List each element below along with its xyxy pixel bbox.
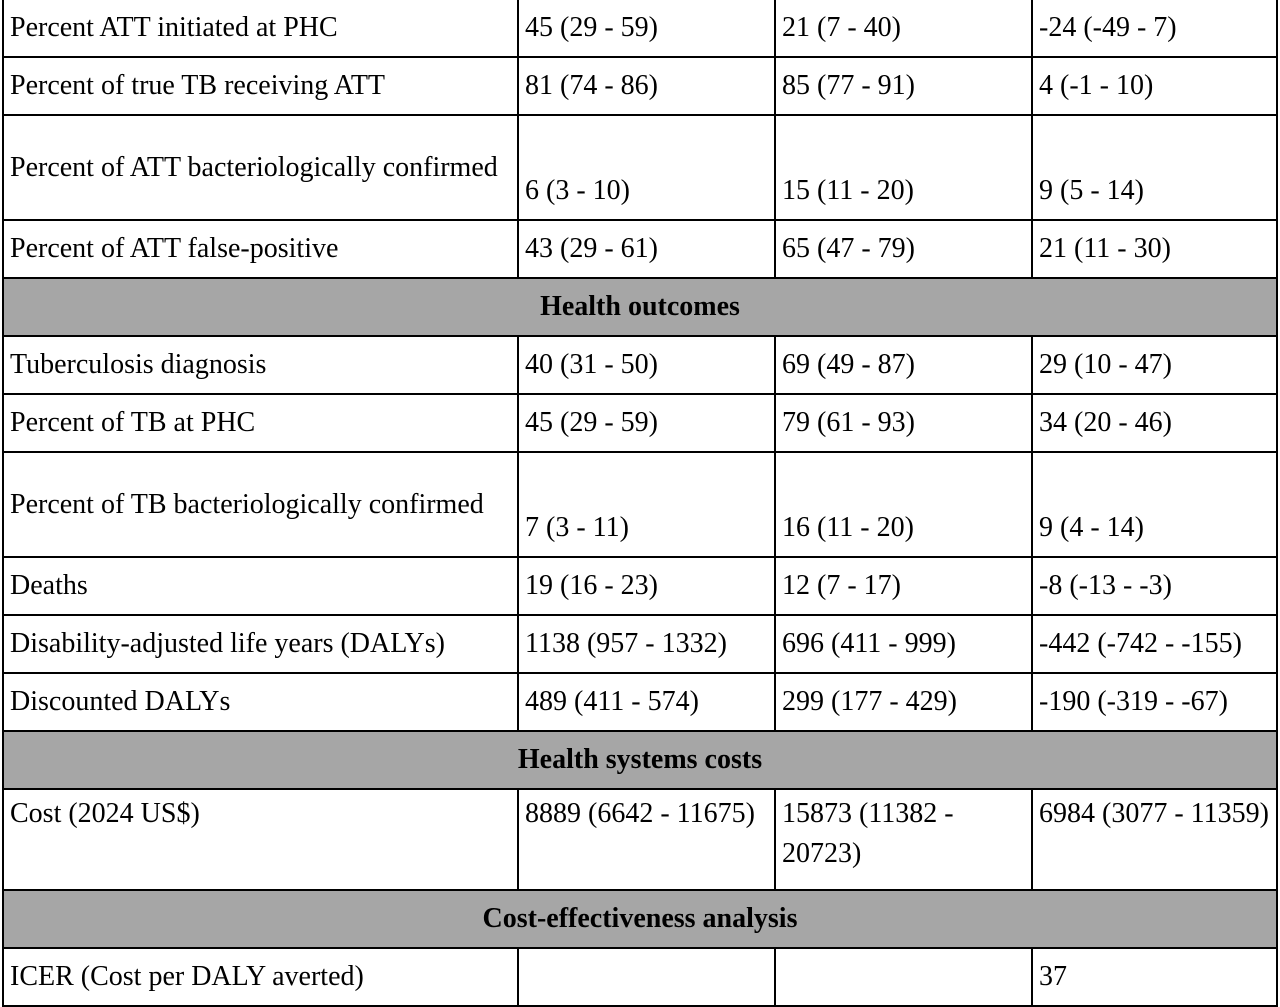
row-label: Discounted DALYs (2, 672, 519, 732)
value-cell: 43 (29 - 61) (517, 219, 776, 279)
value-cell: 8889 (6642 - 11675) (517, 788, 776, 891)
value-cell: -8 (-13 - -3) (1031, 556, 1278, 616)
value-cell: 6 (3 - 10) (517, 114, 776, 221)
value-cell: 21 (11 - 30) (1031, 219, 1278, 279)
row-label: Percent of TB bacteriologically confirme… (2, 451, 519, 558)
row-label: Percent ATT initiated at PHC (2, 0, 519, 58)
table-row: Percent of true TB receiving ATT 81 (74 … (2, 56, 1278, 116)
value-cell (517, 947, 776, 1007)
row-label: Percent of true TB receiving ATT (2, 56, 519, 116)
table-row: Deaths 19 (16 - 23) 12 (7 - 17) -8 (-13 … (2, 556, 1278, 616)
value-cell: -24 (-49 - 7) (1031, 0, 1278, 58)
value-cell (774, 947, 1033, 1007)
value-cell: 9 (5 - 14) (1031, 114, 1278, 221)
value-cell: 15873 (11382 - 20723) (774, 788, 1033, 891)
value-cell: 45 (29 - 59) (517, 393, 776, 453)
section-heading: Cost-effectiveness analysis (2, 889, 1278, 949)
table-row: Percent of ATT false-positive 43 (29 - 6… (2, 219, 1278, 279)
row-label: Percent of TB at PHC (2, 393, 519, 453)
value-cell: -442 (-742 - -155) (1031, 614, 1278, 674)
value-cell: 15 (11 - 20) (774, 114, 1033, 221)
value-cell: 16 (11 - 20) (774, 451, 1033, 558)
section-header-row: Health systems costs (2, 730, 1278, 790)
table-row: ICER (Cost per DALY averted) 37 (2, 947, 1278, 1007)
table-row: Tuberculosis diagnosis 40 (31 - 50) 69 (… (2, 335, 1278, 395)
value-cell: 19 (16 - 23) (517, 556, 776, 616)
value-cell: 29 (10 - 47) (1031, 335, 1278, 395)
table-row: Percent of TB bacteriologically confirme… (2, 451, 1278, 558)
value-cell: 9 (4 - 14) (1031, 451, 1278, 558)
table-row: Discounted DALYs 489 (411 - 574) 299 (17… (2, 672, 1278, 732)
value-cell: 45 (29 - 59) (517, 0, 776, 58)
value-cell: 7 (3 - 11) (517, 451, 776, 558)
section-heading: Health outcomes (2, 277, 1278, 337)
section-heading: Health systems costs (2, 730, 1278, 790)
value-cell: 299 (177 - 429) (774, 672, 1033, 732)
row-label: Cost (2024 US$) (2, 788, 519, 891)
value-cell: 489 (411 - 574) (517, 672, 776, 732)
value-cell: 21 (7 - 40) (774, 0, 1033, 58)
table-row: Disability-adjusted life years (DALYs) 1… (2, 614, 1278, 674)
section-header-row: Health outcomes (2, 277, 1278, 337)
row-label: Disability-adjusted life years (DALYs) (2, 614, 519, 674)
row-label: ICER (Cost per DALY averted) (2, 947, 519, 1007)
row-label: Deaths (2, 556, 519, 616)
value-cell: 65 (47 - 79) (774, 219, 1033, 279)
value-cell: 12 (7 - 17) (774, 556, 1033, 616)
value-cell: 40 (31 - 50) (517, 335, 776, 395)
value-cell: 37 (1031, 947, 1278, 1007)
value-cell: 69 (49 - 87) (774, 335, 1033, 395)
row-label: Tuberculosis diagnosis (2, 335, 519, 395)
row-label: Percent of ATT false-positive (2, 219, 519, 279)
row-label: Percent of ATT bacteriologically confirm… (2, 114, 519, 221)
value-cell: 6984 (3077 - 11359) (1031, 788, 1278, 891)
table-row: Percent of ATT bacteriologically confirm… (2, 114, 1278, 221)
value-cell: 1138 (957 - 1332) (517, 614, 776, 674)
value-cell: 34 (20 - 46) (1031, 393, 1278, 453)
table-row: Percent of TB at PHC 45 (29 - 59) 79 (61… (2, 393, 1278, 453)
value-cell: 4 (-1 - 10) (1031, 56, 1278, 116)
value-cell: 85 (77 - 91) (774, 56, 1033, 116)
value-cell: 81 (74 - 86) (517, 56, 776, 116)
table-row: Percent ATT initiated at PHC 45 (29 - 59… (2, 0, 1278, 58)
value-cell: 696 (411 - 999) (774, 614, 1033, 674)
section-header-row: Cost-effectiveness analysis (2, 889, 1278, 949)
value-cell: 79 (61 - 93) (774, 393, 1033, 453)
value-cell: -190 (-319 - -67) (1031, 672, 1278, 732)
table-row: Cost (2024 US$) 8889 (6642 - 11675) 1587… (2, 788, 1278, 891)
